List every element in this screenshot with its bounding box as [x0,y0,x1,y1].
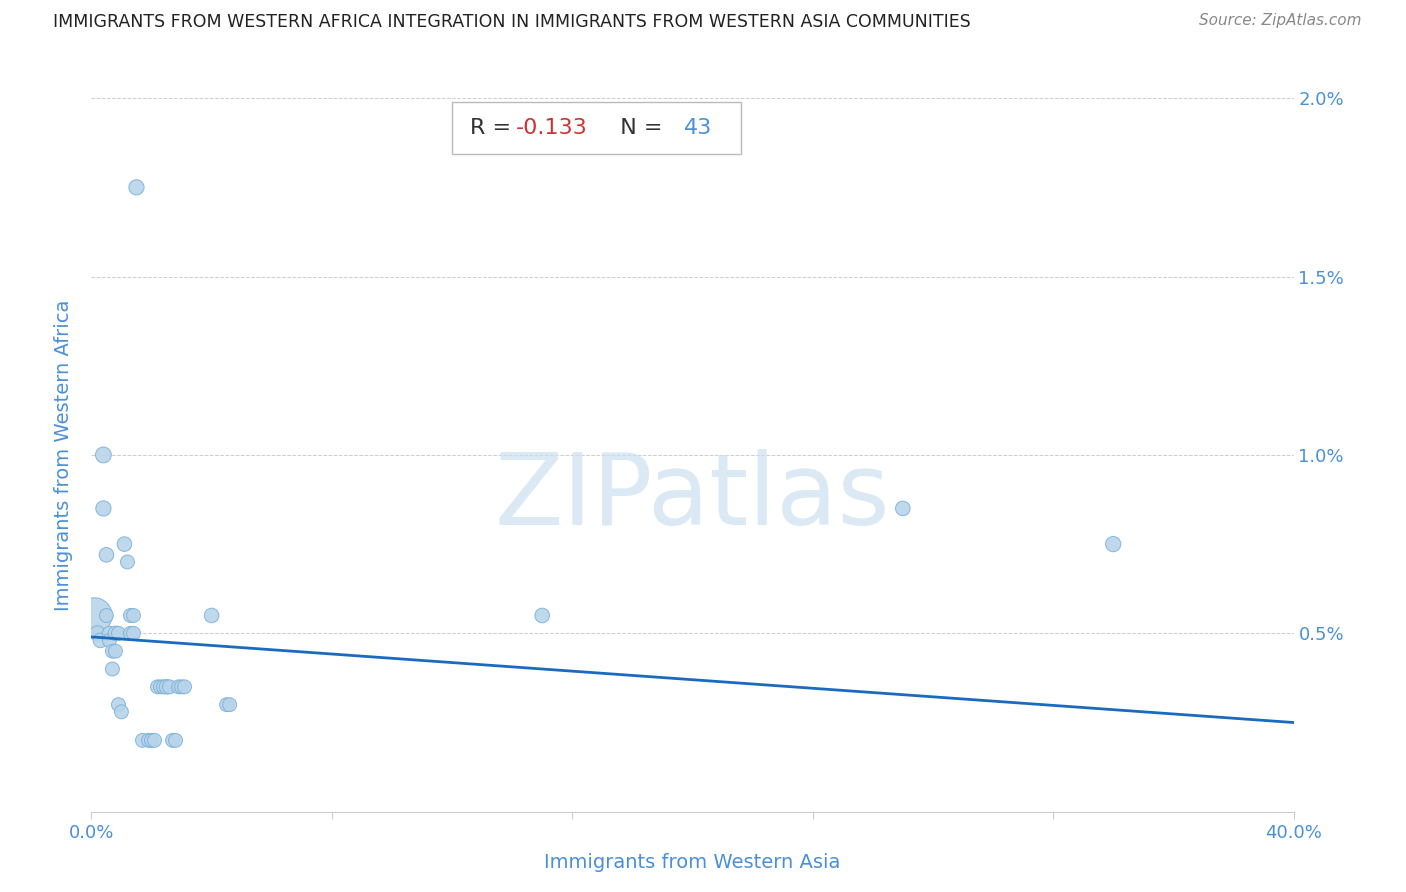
Point [117,555,139,569]
FancyBboxPatch shape [451,103,741,153]
Point [114,537,136,551]
Point [170,680,193,694]
Point [159,680,181,694]
Text: IMMIGRANTS FROM WESTERN AFRICA INTEGRATION IN IMMIGRANTS FROM WESTERN ASIA COMMU: IMMIGRANTS FROM WESTERN AFRICA INTEGRATI… [53,13,972,31]
Point [98,633,121,648]
Point [891,501,914,516]
Point [83,608,105,623]
Point [110,705,132,719]
Point [165,733,187,747]
Point [104,644,127,658]
Point [143,733,166,747]
Point [120,608,142,623]
Point [104,626,127,640]
Point [173,680,195,694]
Text: 43: 43 [685,118,713,138]
Text: R =: R = [470,118,519,138]
Point [86,626,108,640]
Point [152,680,174,694]
Point [201,608,224,623]
Point [120,626,142,640]
X-axis label: Immigrants from Western Asia: Immigrants from Western Asia [544,853,841,871]
Point [96,548,118,562]
Point [131,733,153,747]
Point [167,680,190,694]
Point [162,733,184,747]
Point [93,448,115,462]
Point [89,633,111,648]
Text: ZIPatlas: ZIPatlas [495,450,890,546]
Y-axis label: Immigrants from Western Africa: Immigrants from Western Africa [53,299,73,611]
Point [122,626,145,640]
Point [138,733,160,747]
Point [215,698,238,712]
Text: N =: N = [606,118,669,138]
Point [531,608,554,623]
Point [155,680,177,694]
Point [96,608,118,623]
Text: -0.133: -0.133 [516,118,588,138]
Point [218,698,240,712]
Point [93,501,115,516]
Point [101,644,124,658]
Text: Source: ZipAtlas.com: Source: ZipAtlas.com [1198,13,1361,29]
Point [107,626,129,640]
Point [1102,537,1125,551]
Point [141,733,163,747]
Point [149,680,172,694]
Point [98,626,121,640]
Point [107,698,129,712]
Point [146,680,169,694]
Point [125,180,148,194]
Point [101,662,124,676]
Point [122,608,145,623]
